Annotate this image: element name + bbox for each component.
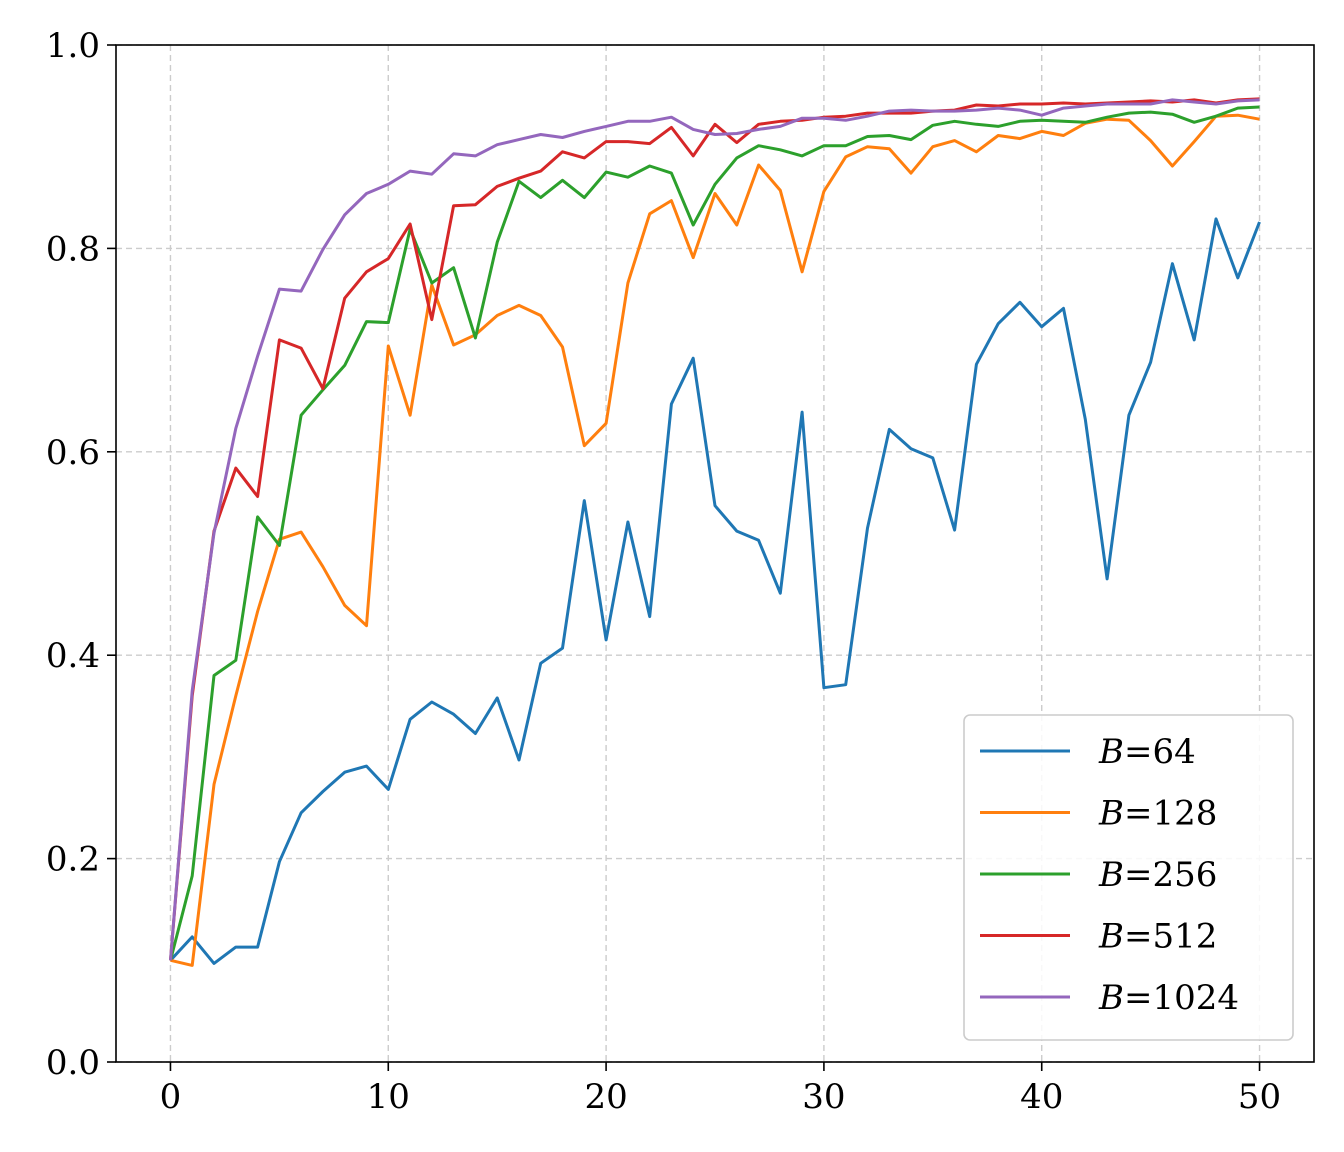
legend-label-variable: B <box>1098 732 1124 772</box>
y-tick-label: 0.6 <box>46 433 100 473</box>
legend-item: B=512 <box>980 917 1217 957</box>
series-line-b512 <box>169 97 1260 961</box>
legend-label-value: =64 <box>1124 732 1196 772</box>
legend-label: B=256 <box>1098 855 1217 895</box>
plot-frame <box>115 44 1315 1063</box>
x-tick-label: 20 <box>584 1077 627 1117</box>
x-tick-label: 30 <box>802 1077 845 1117</box>
y-tick-label: 0.8 <box>46 229 100 269</box>
y-tick-label: 0.0 <box>46 1043 100 1083</box>
series-lines <box>169 97 1261 967</box>
legend-box <box>963 714 1294 1041</box>
x-tick-label: 50 <box>1238 1077 1281 1117</box>
legend-label: B=512 <box>1098 917 1217 957</box>
y-tick-label: 0.2 <box>46 840 100 880</box>
series-line-b64 <box>169 217 1261 965</box>
x-tick-label: 40 <box>1020 1077 1063 1117</box>
legend-label-variable: B <box>1098 855 1124 895</box>
legend-label-variable: B <box>1098 978 1124 1018</box>
legend-item: B=64 <box>980 732 1196 772</box>
y-tick-label: 1.0 <box>46 26 100 66</box>
series-line-b256 <box>169 105 1260 961</box>
legend-item: B=1024 <box>980 978 1239 1018</box>
legend-label-variable: B <box>1098 794 1124 834</box>
series-line-b128 <box>170 113 1260 967</box>
series-line-b1024 <box>169 98 1260 961</box>
x-tick-label: 10 <box>367 1077 410 1117</box>
legend-label-value: =256 <box>1124 855 1217 895</box>
x-tick-label: 0 <box>160 1077 182 1117</box>
legend-label: B=1024 <box>1098 978 1239 1018</box>
legend-label-value: =128 <box>1124 794 1217 834</box>
legend-label: B=64 <box>1098 732 1196 772</box>
legend-label: B=128 <box>1098 794 1217 834</box>
legend-label-value: =1024 <box>1124 978 1239 1018</box>
y-tick-label: 0.4 <box>46 636 100 676</box>
legend-label-variable: B <box>1098 917 1124 957</box>
legend-item: B=256 <box>980 855 1217 895</box>
axis-ticks: 0 10 20 30 40 50 0.0 0.2 0.4 0.6 0.8 1.0 <box>46 26 1281 1117</box>
legend-item: B=128 <box>980 794 1217 834</box>
legend-label-value: =512 <box>1124 917 1217 957</box>
